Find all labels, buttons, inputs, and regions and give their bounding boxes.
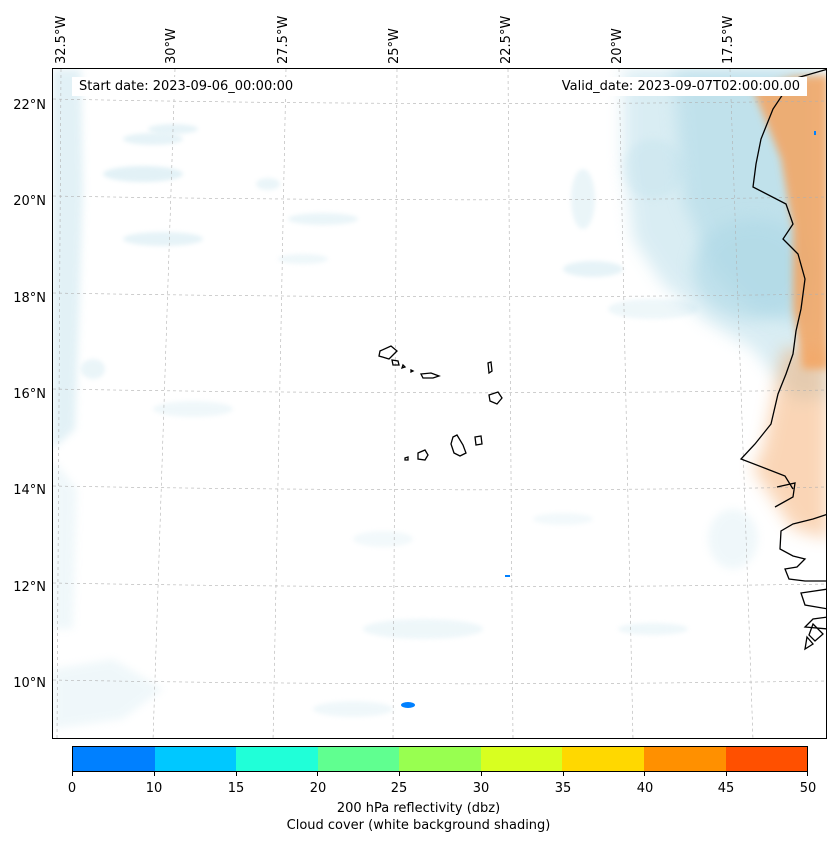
colorbar-tick: 50 xyxy=(799,781,817,796)
gridlines xyxy=(53,69,826,738)
colorbar-tick: 15 xyxy=(227,781,245,796)
colorbar-segment xyxy=(73,747,155,771)
lat-tick-14n: 14°N xyxy=(13,483,46,498)
colorbar-tick: 40 xyxy=(636,781,654,796)
colorbar-tickmark xyxy=(644,772,645,776)
lon-tick-17-5w: 17.5°W xyxy=(721,15,736,64)
lon-tick-22-5w: 22.5°W xyxy=(499,15,514,64)
colorbar-tickmark xyxy=(563,772,564,776)
lon-tick-32-5w: 32.5°W xyxy=(54,15,69,64)
lon-tick-25w: 25°W xyxy=(387,28,402,64)
colorbar-segment xyxy=(317,747,400,771)
colorbar-tickmark xyxy=(399,772,400,776)
lon-tick-27-5w: 27.5°W xyxy=(276,15,291,64)
colorbar-tickmark xyxy=(807,772,808,776)
colorbar-tick: 0 xyxy=(67,781,77,796)
cloud-cover-shading xyxy=(53,69,826,729)
colorbar-tickmark xyxy=(481,772,482,776)
colorbar-tickmark xyxy=(72,772,73,776)
colorbar-segment xyxy=(643,747,726,771)
lon-tick-30w: 30°W xyxy=(164,28,179,64)
lat-tick-22n: 22°N xyxy=(13,98,46,113)
colorbar-tick: 10 xyxy=(145,781,163,796)
coastline xyxy=(739,69,826,651)
reflectivity-colorbar xyxy=(72,746,808,772)
colorbar-tick: 45 xyxy=(717,781,735,796)
colorbar-segment xyxy=(236,747,318,771)
colorbar-segment xyxy=(480,747,563,771)
colorbar-segment xyxy=(399,747,481,771)
lat-tick-10n: 10°N xyxy=(13,676,46,691)
lat-tick-18n: 18°N xyxy=(13,291,46,306)
colorbar-segment xyxy=(725,747,808,771)
map-canvas xyxy=(53,69,826,738)
lon-tick-20w: 20°W xyxy=(610,28,625,64)
lat-tick-12n: 12°N xyxy=(13,580,46,595)
colorbar-tickmark xyxy=(317,772,318,776)
map-panel[interactable]: Start date: 2023-09-06_00:00:00 Valid_da… xyxy=(52,68,827,739)
colorbar-label: 200 hPa reflectivity (dbz) xyxy=(336,801,501,816)
valid-date-label: Valid_date: 2023-09-07T02:00:00.00 xyxy=(554,77,807,96)
colorbar-tickmark xyxy=(236,772,237,776)
colorbar-tick: 25 xyxy=(390,781,408,796)
reflectivity-patches xyxy=(401,131,816,708)
lat-tick-20n: 20°N xyxy=(13,194,46,209)
cape-verde-islands xyxy=(378,345,503,461)
colorbar-tick: 20 xyxy=(309,781,327,796)
colorbar-tickmark xyxy=(726,772,727,776)
colorbar-tickmark xyxy=(154,772,155,776)
lat-tick-16n: 16°N xyxy=(13,387,46,402)
start-date-label: Start date: 2023-09-06_00:00:00 xyxy=(72,77,301,96)
colorbar-segment xyxy=(154,747,237,771)
colorbar-tick: 35 xyxy=(554,781,572,796)
colorbar-sublabel: Cloud cover (white background shading) xyxy=(286,818,551,833)
colorbar-tick: 30 xyxy=(472,781,490,796)
colorbar-segment xyxy=(562,747,644,771)
reflectivity-shading xyxy=(753,75,826,539)
